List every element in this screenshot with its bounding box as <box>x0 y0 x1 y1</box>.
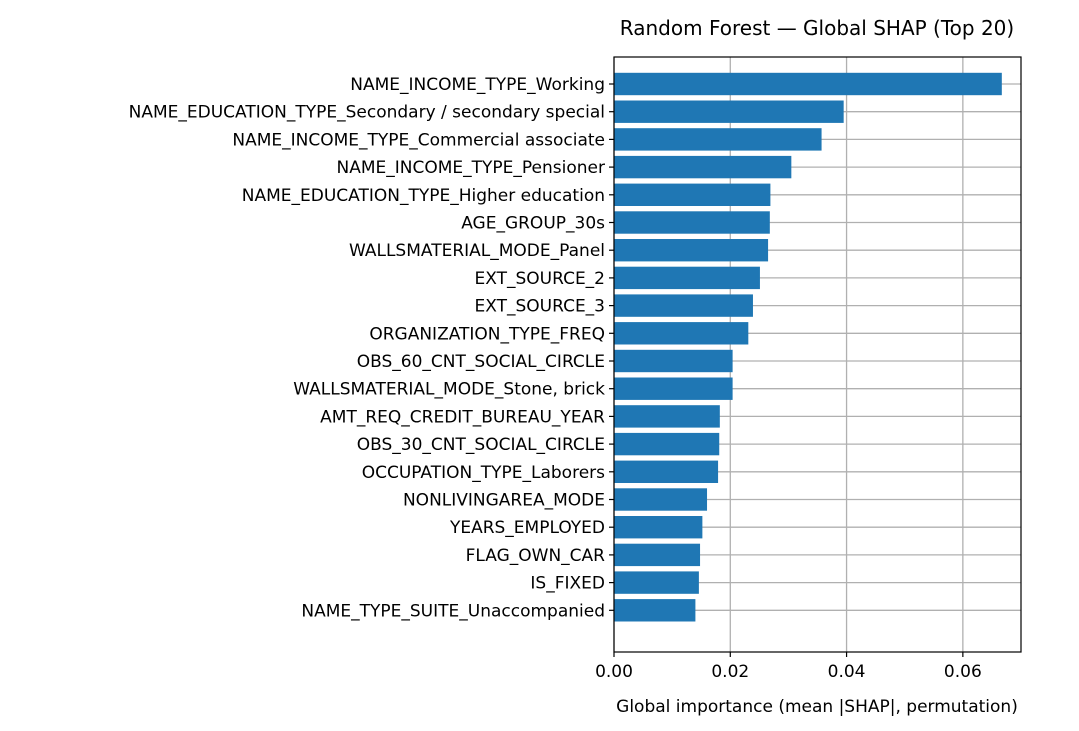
y-tick-label: EXT_SOURCE_3 <box>475 297 605 317</box>
y-tick-label: AMT_REQ_CREDIT_BUREAU_YEAR <box>320 407 605 427</box>
y-tick-label: NAME_EDUCATION_TYPE_Higher education <box>242 186 605 206</box>
bar <box>614 543 701 567</box>
bar <box>614 239 769 262</box>
y-tick-label: EXT_SOURCE_2 <box>475 269 605 289</box>
y-tick-label: OBS_30_CNT_SOCIAL_CIRCLE <box>357 435 605 455</box>
bar <box>614 405 720 428</box>
bar <box>614 183 771 206</box>
y-tick-label: OBS_60_CNT_SOCIAL_CIRCLE <box>357 352 605 372</box>
bar <box>614 571 699 594</box>
x-tick-label: 0.02 <box>711 662 749 682</box>
y-tick-label: ORGANIZATION_TYPE_FREQ <box>369 324 605 344</box>
bar <box>614 294 753 317</box>
x-tick-label: 0.04 <box>828 662 866 682</box>
y-tick-labels: NAME_INCOME_TYPE_Working NAME_EDUCATION_T… <box>129 75 614 621</box>
x-tick-label: 0.06 <box>944 662 982 682</box>
bar <box>614 155 792 179</box>
y-tick-label: YEARS_EMPLOYED <box>449 518 605 538</box>
x-axis-label: Global importance (mean |SHAP|, permutat… <box>616 697 1018 717</box>
y-tick-label: WALLSMATERIAL_MODE_Stone, brick <box>293 380 605 400</box>
bar <box>614 100 844 123</box>
bar <box>614 488 708 511</box>
bar <box>614 377 733 400</box>
y-tick-label: OCCUPATION_TYPE_Laborers <box>362 463 605 483</box>
y-tick-label: NAME_INCOME_TYPE_Working <box>350 75 605 95</box>
y-tick-label: NAME_INCOME_TYPE_Commercial associate <box>232 130 605 150</box>
y-tick-label: NAME_INCOME_TYPE_Pensioner <box>337 158 606 178</box>
y-tick-label: FLAG_OWN_CAR <box>466 546 606 566</box>
chart-title: Random Forest — Global SHAP (Top 20) <box>620 16 1014 40</box>
y-tick-label: NAME_TYPE_SUITE_Unaccompanied <box>301 601 605 621</box>
bar <box>614 349 733 373</box>
y-tick-label: NAME_EDUCATION_TYPE_Secondary / secondar… <box>129 103 605 123</box>
bar <box>614 72 1002 96</box>
bar <box>614 432 720 456</box>
plot-frame <box>613 56 1022 653</box>
x-tick-label: 0.00 <box>595 662 633 682</box>
bars-layer <box>614 72 1002 622</box>
y-tick-label: IS_FIXED <box>530 574 605 594</box>
y-tick-label: AGE_GROUP_30s <box>461 214 605 234</box>
bar <box>614 266 760 290</box>
bar <box>614 460 719 483</box>
x-ticks: 0.00 0.02 0.04 0.06 <box>595 652 982 682</box>
y-tick-label: WALLSMATERIAL_MODE_Panel <box>349 241 605 261</box>
y-tick-label: NONLIVINGAREA_MODE <box>403 491 605 511</box>
bar <box>614 322 749 345</box>
bar <box>614 599 696 622</box>
bar <box>614 211 770 234</box>
bar <box>614 516 703 539</box>
bar <box>614 128 822 151</box>
